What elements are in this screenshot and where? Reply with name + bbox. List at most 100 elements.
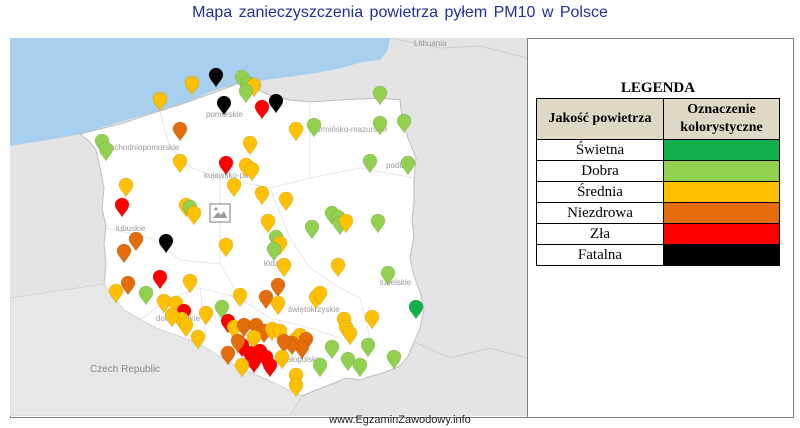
legend-row: Fatalna (536, 244, 780, 266)
map-pin-icon[interactable] (304, 219, 320, 240)
map-pin-icon[interactable] (218, 237, 234, 258)
map-pin-icon[interactable] (312, 285, 328, 306)
map-pin-icon[interactable] (324, 339, 340, 360)
map-pin-icon[interactable] (276, 333, 292, 354)
map-pin-icon[interactable] (268, 93, 284, 114)
map-pin-icon[interactable] (242, 135, 258, 156)
map-pin-icon[interactable] (258, 289, 274, 310)
baltic-sea (10, 38, 390, 146)
map-pin-icon[interactable] (214, 299, 230, 320)
label-lubuskie: lubuskie (116, 224, 146, 233)
map-pin-icon[interactable] (244, 161, 260, 182)
map-pin-icon[interactable] (218, 155, 234, 176)
map-pin-icon[interactable] (260, 213, 276, 234)
map-pin-icon[interactable] (370, 213, 386, 234)
map-pin-icon[interactable] (400, 155, 416, 176)
map-pin-icon[interactable] (182, 273, 198, 294)
legend-table: Jakość powietrza Oznaczenie kolorystyczn… (536, 98, 780, 266)
map-pin-icon[interactable] (362, 153, 378, 174)
pm10-map[interactable]: Lithuania pomorskie zachodniopomorskie w… (10, 38, 527, 416)
map-pin-icon[interactable] (98, 141, 114, 162)
map-pin-icon[interactable] (236, 317, 252, 338)
station-markers (94, 67, 424, 398)
map-canvas[interactable]: Lithuania pomorskie zachodniopomorskie w… (10, 38, 527, 416)
map-pin-icon[interactable] (232, 287, 248, 308)
map-pin-icon[interactable] (114, 197, 130, 218)
legend-row: Niezdrowa (536, 202, 780, 224)
map-pin-icon[interactable] (360, 337, 376, 358)
map-pin-icon[interactable] (342, 325, 358, 346)
map-pin-icon[interactable] (408, 299, 424, 320)
map-pin-icon[interactable] (158, 233, 174, 254)
map-pin-icon[interactable] (216, 95, 232, 116)
map-pin-icon[interactable] (246, 353, 262, 374)
map-pin-icon[interactable] (152, 91, 168, 112)
map-pin-icon[interactable] (330, 257, 346, 278)
legend-title: LEGENDA (620, 80, 696, 96)
map-pin-icon[interactable] (172, 121, 188, 142)
legend-color-swatch (663, 202, 780, 224)
label-lubelskie: lubelskie (380, 278, 412, 287)
label-czech-republic: Czech Republic (90, 364, 160, 375)
legend-row: Świetna (536, 139, 780, 161)
map-pin-icon[interactable] (276, 257, 292, 278)
map-pin-icon[interactable] (198, 305, 214, 326)
map-pin-icon[interactable] (226, 177, 242, 198)
map-pin-icon[interactable] (262, 357, 278, 378)
map-pin-icon[interactable] (186, 205, 202, 226)
broken-image-icon (209, 203, 231, 223)
legend-header-row: Jakość powietrza Oznaczenie kolorystyczn… (536, 98, 780, 140)
map-pin-icon[interactable] (108, 283, 124, 304)
map-pin-icon[interactable] (190, 329, 206, 350)
map-pin-icon[interactable] (352, 357, 368, 378)
map-pin-icon[interactable] (178, 317, 194, 338)
map-pin-icon[interactable] (386, 349, 402, 370)
map-pin-icon[interactable] (118, 177, 134, 198)
map-pin-icon[interactable] (380, 265, 396, 286)
legend-quality-label: Niezdrowa (536, 202, 664, 224)
map-pin-icon[interactable] (372, 115, 388, 136)
map-pin-icon[interactable] (208, 67, 224, 88)
legend-color-swatch (663, 181, 780, 203)
legend-color-swatch (663, 223, 780, 245)
map-pin-icon[interactable] (184, 75, 200, 96)
label-swietokrzyskie: świętokrzyskie (288, 305, 340, 314)
map-pin-icon[interactable] (138, 285, 154, 306)
map-pin-icon[interactable] (156, 293, 172, 314)
map-pin-icon[interactable] (270, 277, 286, 298)
map-pin-icon[interactable] (172, 153, 188, 174)
map-pin-icon[interactable] (234, 357, 250, 378)
map-pin-icon[interactable] (396, 113, 412, 134)
map-pin-icon[interactable] (128, 231, 144, 252)
map-pin-icon[interactable] (364, 309, 380, 330)
map-pin-icon[interactable] (152, 269, 168, 290)
map-pin-icon[interactable] (254, 99, 270, 120)
map-pin-icon[interactable] (306, 117, 322, 138)
map-pin-icon[interactable] (288, 121, 304, 142)
label-kujawsko-pomorskie: kujawsko-pom (204, 171, 255, 180)
map-pin-icon[interactable] (238, 83, 254, 104)
map-pin-icon[interactable] (288, 377, 304, 398)
map-pin-icon[interactable] (278, 191, 294, 212)
map-pin-icon[interactable] (340, 351, 356, 372)
label-malopolskie: małopolskie (280, 355, 323, 364)
label-lodzkie: łódz (264, 259, 279, 268)
map-pin-icon[interactable] (230, 333, 246, 354)
map-pin-icon[interactable] (266, 241, 282, 262)
map-pin-icon[interactable] (338, 213, 354, 234)
map-pin-icon[interactable] (120, 275, 136, 296)
map-pin-icon[interactable] (246, 329, 262, 350)
legend-header-color: Oznaczenie kolorystyczne (663, 98, 780, 140)
map-pin-icon[interactable] (372, 85, 388, 106)
map-pin-icon[interactable] (116, 243, 132, 264)
map-pin-icon[interactable] (220, 345, 236, 366)
legend-rows: Świetna Dobra Średnia Niezdrowa Zła Fatalna (536, 139, 780, 266)
neighbour-border (389, 38, 527, 59)
map-pin-icon[interactable] (164, 307, 180, 328)
map-pin-icon[interactable] (254, 185, 270, 206)
map-pin-icon[interactable] (270, 295, 286, 316)
map-pin-icon[interactable] (312, 357, 328, 378)
legend-header-quality: Jakość powietrza (536, 98, 664, 140)
neighbour-border-east (413, 341, 527, 359)
map-pin-icon[interactable] (274, 349, 290, 370)
